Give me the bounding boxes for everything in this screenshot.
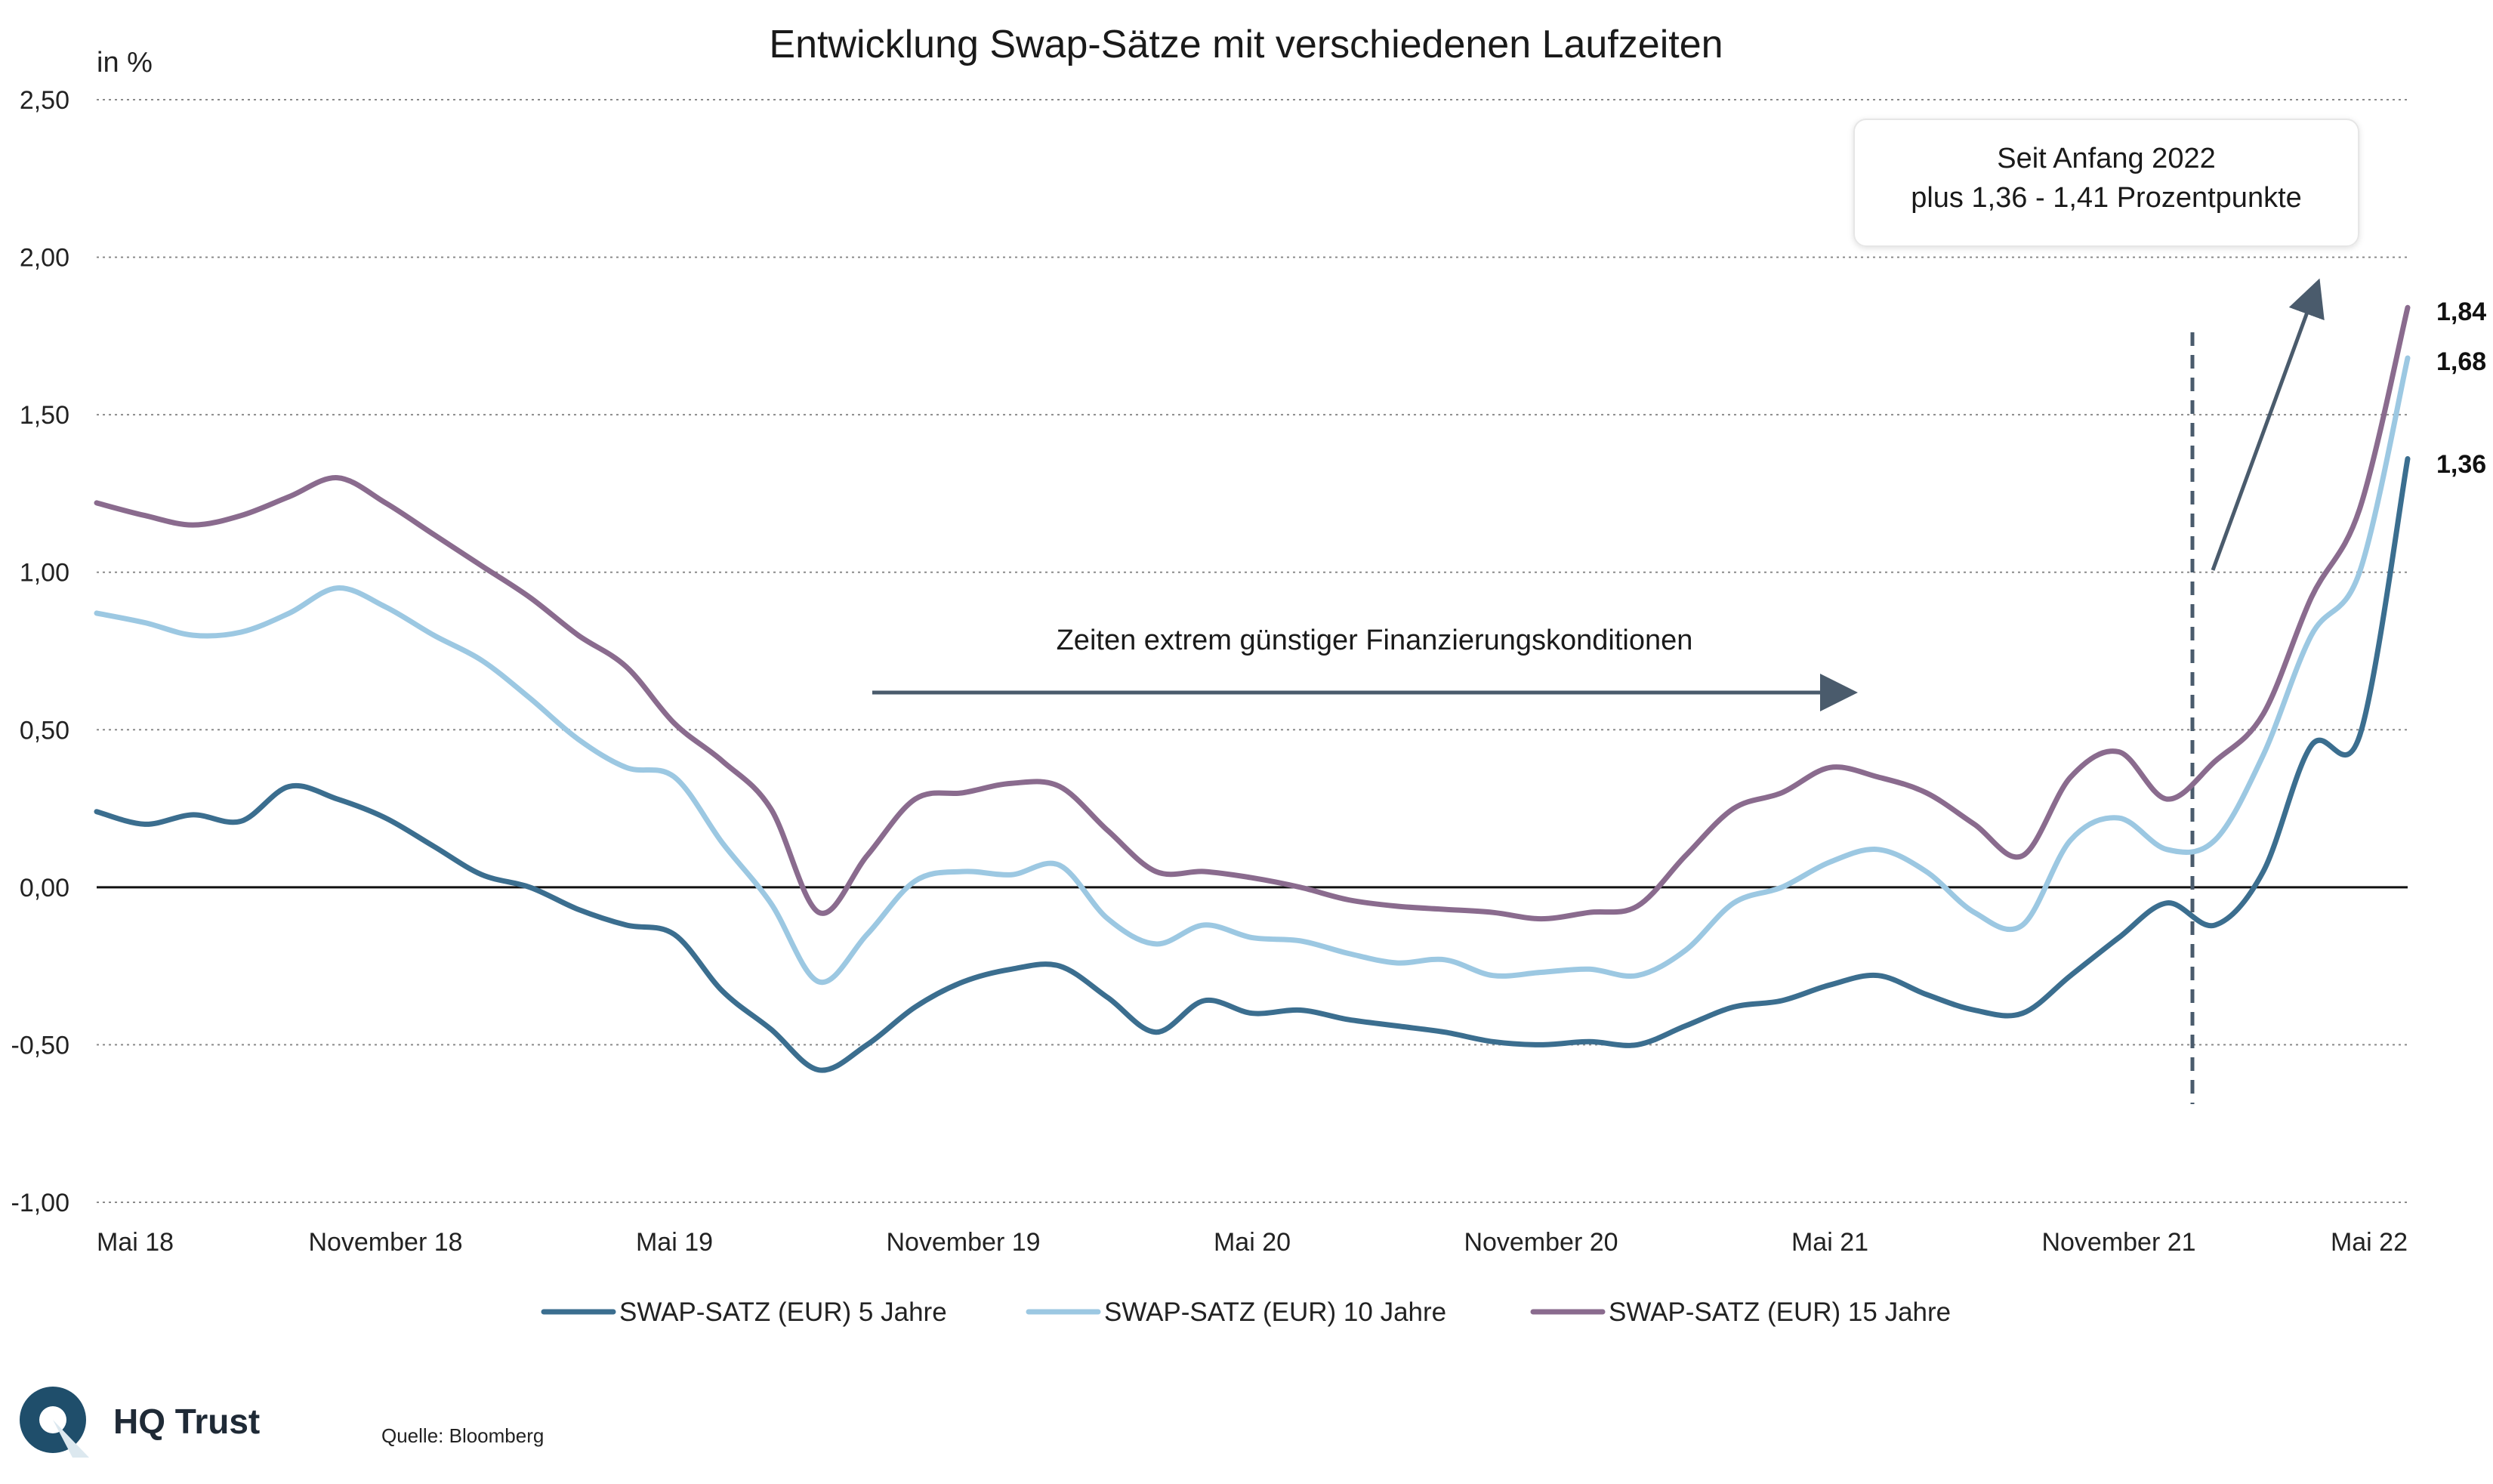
series-line-5y [94,456,2411,1073]
rise-arrow [2211,278,2325,571]
grid-lines [97,99,2408,1203]
series-line-10y [94,355,2411,986]
annotation-box-line1: Seit Anfang 2022 [1997,143,2215,174]
legend: SWAP-SATZ (EUR) 5 Jahre SWAP-SATZ (EUR) 1… [541,1297,1951,1327]
end-label-5y: 1,36 [2436,450,2486,479]
period-annotation: Zeiten extrem günstiger Finanzierungskon… [1057,625,1693,656]
chart-title: Entwicklung Swap-Sätze mit verschiedenen… [769,23,1723,66]
y-tick-label: 1,00 [20,559,69,588]
legend-item-15y: SWAP-SATZ (EUR) 15 Jahre [1530,1297,1951,1327]
y-tick-label: 0,00 [20,874,69,902]
x-tick-label: Mai 19 [636,1228,713,1257]
series-line-15y [94,304,2411,922]
x-tick-label: Mai 18 [97,1228,174,1257]
legend-label: SWAP-SATZ (EUR) 10 Jahre [1104,1297,1446,1327]
y-tick-label: 0,50 [20,716,69,745]
y-axis-unit-label: in % [97,47,153,79]
y-tick-label: 2,00 [20,244,69,273]
x-tick-label: Mai 22 [2331,1228,2408,1257]
source-note: Quelle: Bloomberg [381,1424,544,1447]
end-label-10y: 1,68 [2436,347,2486,376]
x-tick-label: November 20 [1464,1228,1618,1257]
x-tick-label: Mai 20 [1214,1228,1291,1257]
y-tick-label: 2,50 [20,86,69,115]
y-axis-ticks: 2,50 2,00 1,50 1,00 0,50 0,00 -0,50 -1,00 [11,86,70,1217]
x-axis-ticks: Mai 18 November 18 Mai 19 November 19 Mai 20… [97,1228,2408,1257]
annotation-box-line2: plus 1,36 - 1,41 Prozentpunkte [1911,182,2302,214]
end-label-15y: 1,84 [2436,298,2486,326]
y-tick-label: -0,50 [11,1031,70,1060]
legend-item-10y: SWAP-SATZ (EUR) 10 Jahre [1026,1297,1446,1327]
annotation-box: Seit Anfang 2022 plus 1,36 - 1,41 Prozen… [1853,119,2359,247]
x-tick-label: November 19 [886,1228,1040,1257]
legend-label: SWAP-SATZ (EUR) 15 Jahre [1609,1297,1951,1327]
x-tick-label: November 21 [2041,1228,2195,1257]
y-tick-label: 1,50 [20,401,69,430]
x-tick-label: November 18 [308,1228,462,1257]
series-lines [94,304,2411,1073]
legend-label: SWAP-SATZ (EUR) 5 Jahre [619,1297,947,1327]
brand-name: HQ Trust [113,1402,260,1441]
legend-item-5y: SWAP-SATZ (EUR) 5 Jahre [541,1297,947,1327]
x-tick-label: Mai 21 [1791,1228,1868,1257]
y-tick-label: -1,00 [11,1189,70,1217]
brand-logo: HQ Trust [20,1387,260,1458]
